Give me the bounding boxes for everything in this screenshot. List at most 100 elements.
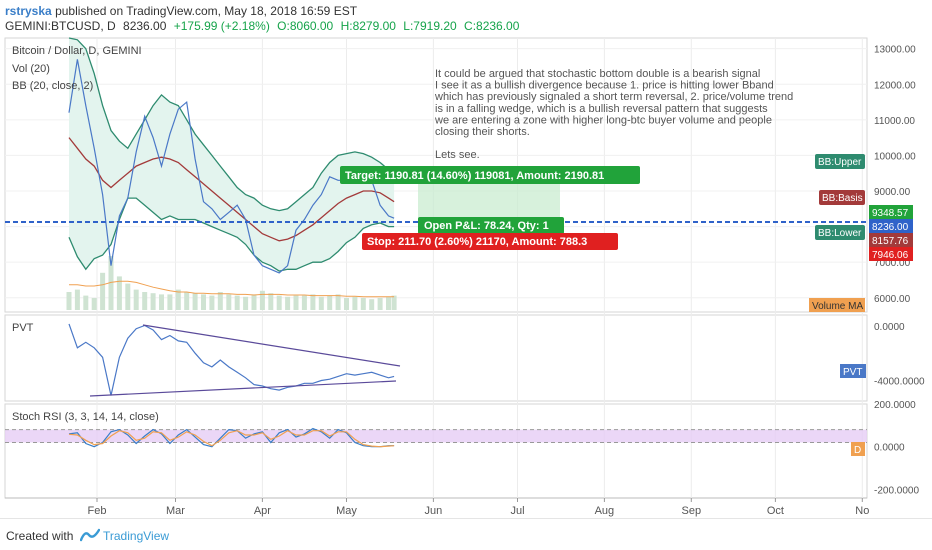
pvt-tag <box>840 364 866 378</box>
open-pnl-label: Open P&L: 78.24, Qty: 1 <box>424 220 549 232</box>
stoch-axis[interactable]: 200.0000 0.0000 -200.0000 <box>874 400 919 496</box>
volume-bar <box>301 295 307 310</box>
open-pnl-box[interactable] <box>418 217 564 234</box>
time-axis[interactable]: Feb Mar Apr May Jun Jul Aug Sep Oct No <box>88 498 870 517</box>
pvt-axis[interactable]: 0.0000 -4000.0000 <box>874 322 925 388</box>
x-tick-label: Mar <box>166 505 185 517</box>
price-tick-label: 12000.00 <box>874 80 916 91</box>
pvt-tick-label: 0.0000 <box>874 322 905 333</box>
target-label-box[interactable] <box>340 166 640 184</box>
price-tick-label: 9000.00 <box>874 187 911 198</box>
horizontal-gridlines <box>5 48 867 299</box>
price-tick-label: 13000.00 <box>874 45 916 56</box>
bb-basis-tag-label: BB:Basis <box>822 193 863 204</box>
annotation-line: Lets see. <box>435 149 480 161</box>
ohlc-high: H:8279.00 <box>340 19 396 33</box>
publish-line: rstryska published on TradingView.com, M… <box>5 4 357 18</box>
volume-bar <box>318 296 324 310</box>
wedge-upper-trendline[interactable] <box>142 324 401 367</box>
stoch-d-line <box>68 430 395 448</box>
volume-bar <box>234 295 240 310</box>
x-tick-label: Jul <box>510 505 524 517</box>
ohlc-open: O:8060.00 <box>277 19 334 33</box>
legend-title: Bitcoin / Dollar, D, GEMINI <box>12 45 142 57</box>
stoch-tick-label: -200.0000 <box>874 485 919 496</box>
volume-ma-line <box>69 280 395 298</box>
stoch-tag <box>851 442 865 456</box>
volume-bar <box>369 299 375 310</box>
volume-bar <box>125 283 131 310</box>
bb-lower-line <box>68 197 395 272</box>
volume-bar <box>243 296 249 310</box>
volume-ma-tag <box>809 298 865 312</box>
volume-bar <box>344 298 349 310</box>
volume-bar <box>83 295 89 310</box>
volume-bar <box>108 256 114 310</box>
chart-header: rstryska published on TradingView.com, M… <box>0 0 932 36</box>
volume-bar <box>192 293 198 310</box>
volume-bar <box>226 294 232 310</box>
author-link[interactable]: rstryska <box>5 4 52 18</box>
pvt-tick-label: -4000.0000 <box>874 377 925 388</box>
wedge-lower-trendline[interactable] <box>89 380 397 397</box>
created-with-text: Created with <box>6 529 74 543</box>
ohlc-close: C:8236.00 <box>464 19 520 33</box>
last-price: 8236.00 <box>123 19 167 33</box>
basis-price-tag <box>869 233 913 247</box>
volume-bar <box>175 289 181 310</box>
price-axis[interactable]: 13000.00 12000.00 11000.00 10000.00 9000.00 8… <box>874 45 916 305</box>
chart-canvas[interactable]: Bitcoin / Dollar, D, GEMINI Vol (20) BB … <box>0 0 932 518</box>
volume-bar <box>91 298 97 310</box>
bb-fill-area <box>69 38 395 272</box>
volume-bar <box>100 272 106 310</box>
stoch-tick-label: 200.0000 <box>874 400 916 411</box>
symbol-name: GEMINI:BTCUSD, D <box>5 19 116 33</box>
stoch-band <box>5 429 867 443</box>
price-change: +175.99 (+2.18%) <box>173 19 270 33</box>
bb-upper-line <box>68 37 395 212</box>
x-tick-label: No <box>855 505 869 517</box>
stop-label-box[interactable] <box>362 233 618 250</box>
annotation-line: It could be argued that stochastic botto… <box>435 68 760 80</box>
x-tick-label: Oct <box>767 505 784 517</box>
stop-label: Stop: 211.70 (2.60%) 21170, Amount: 788.… <box>367 236 587 248</box>
annotation-line: closing their shorts. <box>435 126 530 138</box>
pvt-panel <box>4 314 868 402</box>
volume-bar <box>184 292 190 310</box>
bb-lower-tag <box>815 225 865 240</box>
symbol-line: GEMINI:BTCUSD, D 8236.00 +175.99 (+2.18%… <box>5 19 523 33</box>
volume-bar <box>209 295 215 310</box>
volume-bar <box>133 289 139 310</box>
last-price-label: 8236.00 <box>872 222 909 233</box>
tradingview-link[interactable]: TradingView <box>103 529 170 543</box>
x-tick-label: Jun <box>425 505 443 517</box>
volume-bar <box>116 276 122 310</box>
volume-bar <box>167 294 173 310</box>
legend-pvt: PVT <box>12 322 34 334</box>
annotation-line: is in a falling wedge, which is a bullis… <box>435 103 768 115</box>
annotation-line: which has previously signaled a short te… <box>434 91 793 103</box>
volume-bar <box>377 298 383 310</box>
volume-bars <box>66 256 397 310</box>
volume-bar <box>335 294 341 310</box>
annotation-note[interactable]: It could be argued that stochastic botto… <box>434 68 793 161</box>
annotation-line: we are entering a zone with higher long-… <box>434 114 772 126</box>
bb-basis-tag <box>819 190 865 205</box>
target-label: Target: 1190.81 (14.60%) 119081, Amount:… <box>345 170 604 182</box>
bb-upper-tag-label: BB:Upper <box>818 157 862 168</box>
x-tick-label: Feb <box>88 505 107 517</box>
annotation-line: I see it as a bullish divergence because… <box>435 80 774 92</box>
bb-lower-tag-label: BB:Lower <box>818 228 862 239</box>
x-tick-label: Aug <box>595 505 615 517</box>
volume-bar <box>276 295 282 310</box>
footer: Created with TradingView <box>0 518 932 550</box>
volume-bar <box>142 292 148 310</box>
tradingview-logo-icon[interactable] <box>80 528 100 542</box>
volume-ma-tag-label: Volume MA <box>812 301 863 312</box>
vertical-gridlines <box>96 38 863 498</box>
ohlc-low: L:7919.20 <box>403 19 457 33</box>
target-price-tag <box>869 205 913 219</box>
stop-price-label: 7946.06 <box>872 250 909 261</box>
volume-bar <box>259 290 265 310</box>
last-price-tag <box>869 219 913 233</box>
